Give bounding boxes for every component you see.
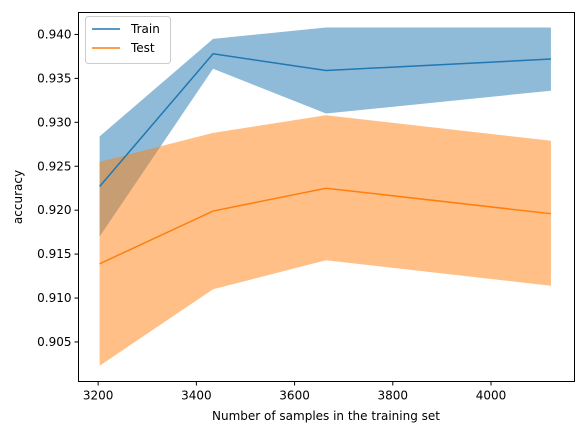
y-tick-label: 0.920 <box>37 203 71 217</box>
y-axis-label: accuracy <box>11 170 25 224</box>
x-axis-ticks: 3200 3400 3600 3800 4000 <box>83 381 507 403</box>
x-tick-label: 3400 <box>181 389 212 403</box>
band-train <box>99 27 551 237</box>
line-test <box>99 187 552 265</box>
x-tick-label: 3200 <box>83 389 114 403</box>
x-tick-label: 4000 <box>476 389 507 403</box>
x-tick-label: 3600 <box>279 389 310 403</box>
y-tick-label: 0.905 <box>37 335 71 349</box>
legend: Train Test <box>85 16 171 64</box>
y-tick-label: 0.910 <box>37 291 71 305</box>
y-axis-ticks: 0.905 0.910 0.915 0.920 0.925 0.930 0.935 0.940 <box>37 27 79 349</box>
y-tick-label: 0.935 <box>37 71 71 85</box>
x-tick-label: 3800 <box>378 389 409 403</box>
plot-frame <box>78 12 575 382</box>
y-tick-label: 0.925 <box>37 159 71 173</box>
series-lines <box>99 52 552 265</box>
y-tick-label: 0.915 <box>37 247 71 261</box>
x-axis-label: Number of samples in the training set <box>212 409 440 423</box>
y-tick-label: 0.940 <box>37 27 71 41</box>
line-train <box>99 52 551 187</box>
y-tick-label: 0.930 <box>37 115 71 129</box>
confidence-bands <box>99 27 551 366</box>
legend-label-train: Train <box>130 22 160 36</box>
band-test <box>99 115 551 366</box>
legend-label-test: Test <box>130 41 155 55</box>
